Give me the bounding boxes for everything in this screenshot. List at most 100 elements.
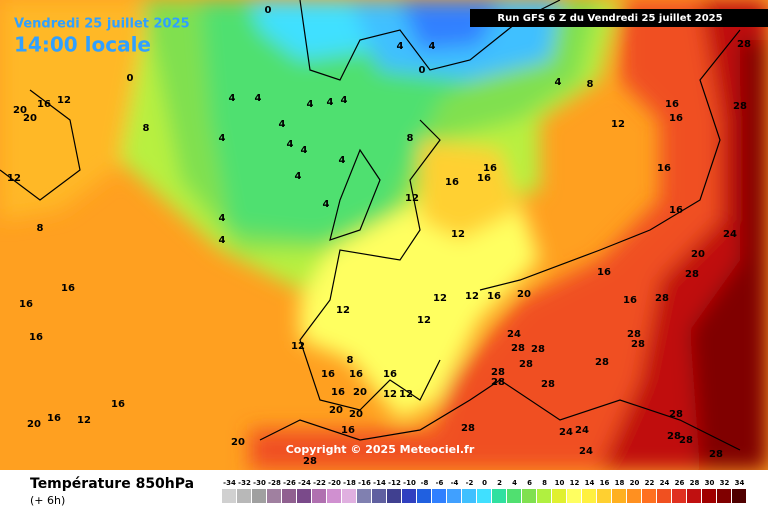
temperature-label: 12 — [405, 193, 419, 204]
legend-swatch — [702, 489, 716, 503]
temperature-label: 28 — [733, 101, 747, 112]
temperature-label: 16 — [669, 205, 683, 216]
temperature-label: 28 — [685, 269, 699, 280]
legend-swatch — [492, 489, 506, 503]
temperature-label: 16 — [19, 299, 33, 310]
temperature-label: 16 — [331, 387, 345, 398]
temperature-label: 24 — [579, 446, 593, 457]
run-info: Run GFS 6 Z du Vendredi 25 juillet 2025 — [497, 13, 722, 24]
legend-label: 18 — [615, 479, 625, 487]
temperature-label: 28 — [667, 431, 681, 442]
temperature-label: 16 — [483, 163, 497, 174]
temperature-label: 4 — [279, 119, 286, 130]
legend-swatch — [612, 489, 626, 503]
temperature-label: 16 — [477, 173, 491, 184]
legend-label: 14 — [585, 479, 595, 487]
temperature-label: 4 — [555, 77, 562, 88]
temperature-label: 20 — [353, 387, 367, 398]
legend-swatch — [552, 489, 566, 503]
temperature-label: 16 — [37, 99, 51, 110]
legend-swatch — [717, 489, 731, 503]
legend-label: 22 — [645, 479, 655, 487]
temperature-label: 20 — [349, 409, 363, 420]
lead-time: (+ 6h) — [30, 494, 65, 507]
legend-label: 30 — [705, 479, 715, 487]
legend-label: -30 — [253, 479, 266, 487]
color-legend: -34 -32 -30 -28 -26 -24 -22 -20 -18 -16 -14 -12 -10-… — [222, 479, 746, 503]
temperature-label: 0 — [419, 65, 426, 76]
temperature-label: 4 — [307, 99, 314, 110]
temperature-label: 16 — [665, 99, 679, 110]
temperature-label: 16 — [341, 425, 355, 436]
temperature-label: 28 — [595, 357, 609, 368]
temperature-label: 12 — [611, 119, 625, 130]
legend-label: -4 — [451, 479, 459, 487]
temperature-label: 4 — [327, 97, 334, 108]
temperature-label: 28 — [669, 409, 683, 420]
temperature-label: 16 — [487, 291, 501, 302]
temperature-label: 12 — [465, 291, 479, 302]
legend-swatch — [357, 489, 371, 503]
temperature-label: 0 — [265, 5, 272, 16]
legend-label: -10 — [403, 479, 416, 487]
coastlines — [0, 0, 741, 451]
temperature-label: 28 — [655, 293, 669, 304]
temperature-label: 4 — [219, 213, 226, 224]
temperature-label: 16 — [111, 399, 125, 410]
temperature-label: 16 — [623, 295, 637, 306]
temperature-label: 16 — [383, 369, 397, 380]
temperature-label: 16 — [349, 369, 363, 380]
temperature-label: 28 — [491, 367, 505, 378]
legend-swatch — [252, 489, 266, 503]
temperature-label: 28 — [531, 344, 545, 355]
temperature-label: 16 — [29, 332, 43, 343]
legend-swatch — [522, 489, 536, 503]
temperature-label: 16 — [657, 163, 671, 174]
temperature-label: 4 — [219, 133, 226, 144]
legend-swatch — [627, 489, 641, 503]
legend-label: -24 — [298, 479, 311, 487]
temperature-label: 4 — [341, 95, 348, 106]
temperature-label: 12 — [383, 389, 397, 400]
temperature-label: 28 — [631, 339, 645, 350]
legend-swatch — [597, 489, 611, 503]
legend-swatch — [432, 489, 446, 503]
temperature-label: 4 — [295, 171, 302, 182]
temperature-label: 16 — [61, 283, 75, 294]
legend-swatch — [387, 489, 401, 503]
date: Vendredi 25 juillet 2025 — [14, 17, 190, 32]
legend-swatch — [372, 489, 386, 503]
legend-swatch — [327, 489, 341, 503]
temperature-label: 20 — [23, 113, 37, 124]
temperature-label: 4 — [255, 93, 262, 104]
legend-swatch — [297, 489, 311, 503]
legend-label: -14 — [373, 479, 386, 487]
legend-swatch — [222, 489, 236, 503]
legend-swatch — [282, 489, 296, 503]
legend-swatch — [237, 489, 251, 503]
temperature-label: 28 — [737, 39, 751, 50]
temperature-label: 20 — [691, 249, 705, 260]
temperature-label: 4 — [339, 155, 346, 166]
temperature-label: 28 — [461, 423, 475, 434]
legend-swatch — [537, 489, 551, 503]
legend-label: 2 — [497, 479, 502, 487]
temperature-label: 8 — [407, 133, 414, 144]
temperature-label: 24 — [559, 427, 573, 438]
temperature-label: 28 — [541, 379, 555, 390]
legend-swatch — [687, 489, 701, 503]
legend-swatch — [402, 489, 416, 503]
temperature-label: 28 — [519, 359, 533, 370]
temperature-label: 28 — [709, 449, 723, 460]
temperature-label: 8 — [37, 223, 44, 234]
temperature-label: 4 — [323, 199, 330, 210]
temperature-label: 4 — [287, 139, 294, 150]
temperature-label: 8 — [347, 355, 354, 366]
temperature-label: 4 — [219, 235, 226, 246]
temperature-label: 4 — [229, 93, 236, 104]
temperature-label: 0 — [127, 73, 134, 84]
temperature-label: 24 — [507, 329, 521, 340]
legend-label: 32 — [720, 479, 730, 487]
legend-swatch — [342, 489, 356, 503]
